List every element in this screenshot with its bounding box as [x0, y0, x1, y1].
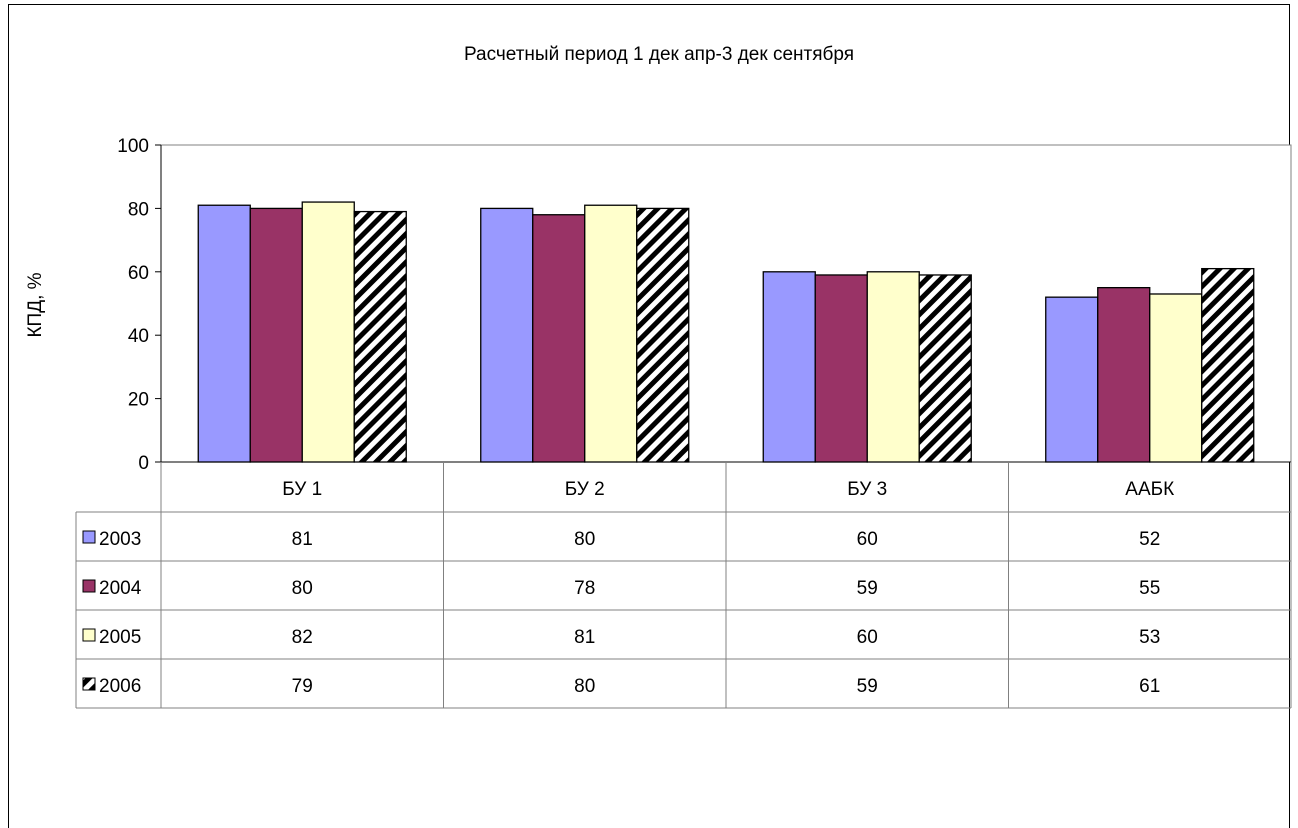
bar-2003-2: [480, 207, 534, 463]
y-tick-label: 80: [128, 199, 149, 220]
data-cell: 80: [574, 676, 595, 697]
data-cell: 52: [1139, 529, 1160, 550]
data-cell: 53: [1139, 627, 1160, 648]
bar-2006-2: [636, 207, 690, 463]
data-cell: 59: [857, 578, 878, 599]
legend-label: 2003: [99, 529, 141, 550]
y-tick-label: 20: [128, 390, 149, 411]
legend-label: 2004: [99, 578, 142, 599]
bar-2005-4: [1149, 293, 1203, 463]
bar-2003-1: [197, 204, 251, 463]
bar-2004-4: [1097, 286, 1151, 463]
category-label: БУ 2: [565, 479, 605, 500]
bar-2003-3: [762, 271, 816, 463]
y-tick-label: 60: [128, 263, 149, 284]
legend-key-2005: [82, 628, 96, 642]
data-cell: 79: [292, 676, 313, 697]
legend-key-2004: [82, 579, 96, 593]
bar-2006-1: [353, 210, 407, 463]
bar-2006-4: [1201, 267, 1255, 463]
data-cell: 61: [1139, 676, 1160, 697]
data-cell: 81: [292, 529, 313, 550]
category-label: БУ 1: [282, 479, 322, 500]
data-cell: 82: [292, 627, 313, 648]
bar-2004-1: [249, 207, 303, 463]
legend-label: 2005: [99, 627, 141, 648]
data-cell: 80: [292, 578, 313, 599]
bar-2006-3: [918, 274, 972, 463]
y-tick-label: 0: [138, 453, 149, 474]
bar-2003-4: [1045, 296, 1099, 463]
data-cell: 59: [857, 676, 878, 697]
bar-2004-3: [814, 274, 868, 463]
category-label: БУ 3: [847, 479, 887, 500]
bar-2004-2: [532, 214, 586, 463]
bar-2005-3: [866, 271, 920, 463]
bar-2005-1: [301, 201, 355, 463]
legend-label: 2006: [99, 676, 141, 697]
y-tick-label: 100: [117, 136, 149, 157]
legend-key-2003: [82, 530, 96, 544]
data-cell: 55: [1139, 578, 1160, 599]
data-cell: 78: [574, 578, 595, 599]
y-axis-label: КПД, %: [25, 272, 46, 337]
category-label: ААБК: [1125, 479, 1174, 500]
data-cell: 60: [857, 529, 878, 550]
bar-2005-2: [584, 204, 638, 463]
legend-key-2006: [82, 677, 96, 691]
data-cell: 81: [574, 627, 595, 648]
data-cell: 80: [574, 529, 595, 550]
chart-title: Расчетный период 1 дек апр-3 дек сентябр…: [464, 44, 854, 65]
data-cell: 60: [857, 627, 878, 648]
y-tick-label: 40: [128, 326, 149, 347]
